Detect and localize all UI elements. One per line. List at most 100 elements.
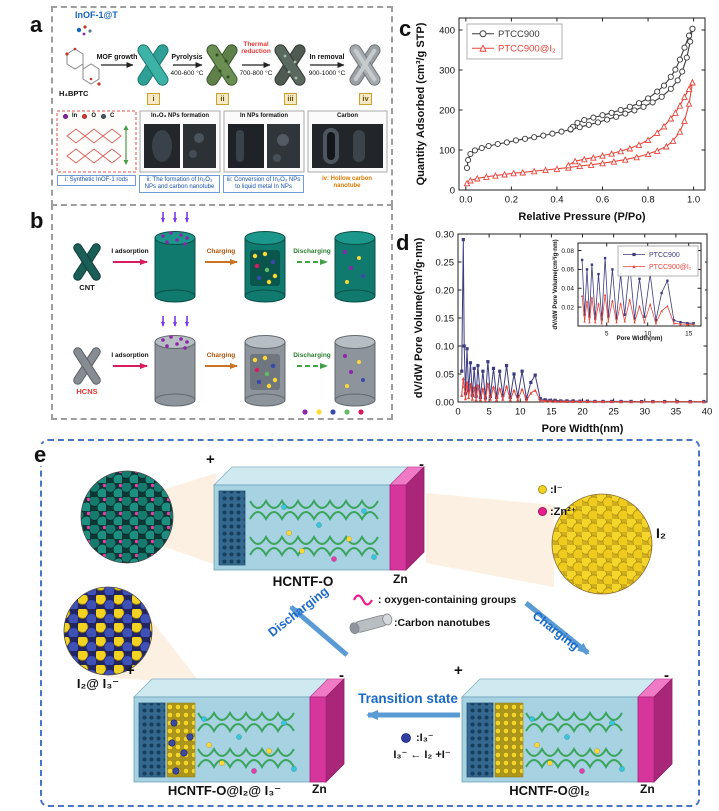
top-cell-name: HCNTF-O [272,574,334,589]
bottom-left-cell-electrode: Zn [312,782,327,796]
iodide-dot-icon [538,485,547,494]
step-label-thermal-reduction: Thermal reduction [241,41,271,56]
atom-legend-in: In [72,113,78,119]
svg-text:0.10: 0.10 [436,341,455,352]
panel-a-illustration [56,25,388,173]
chart-svg-pore-size-distribution-inset: 5 10 15 0.02 0.04 0.06 0.08 Pore Width(nm) dV/dW… [552,239,702,342]
material-label-cnt: CNT [79,283,95,292]
triiodide-dot-icon [401,733,411,743]
panel-a-label: a [27,14,46,36]
top-cell-minus: - [419,456,424,473]
material-label-hcns: HCNS [76,387,98,396]
svg-text:10: 10 [644,331,652,338]
panel-e: + - HCNTF-O Zn :I⁻ :Zn²⁺ I₂ Discharging … [40,439,700,807]
row2-step-discharging: Discharging [293,352,331,359]
svg-text:0.4: 0.4 [550,195,563,206]
svg-text:PTCC900: PTCC900 [649,252,680,259]
zoom-beam-right [426,493,554,587]
rod-stage-ii [206,44,238,86]
svg-text:400: 400 [439,25,455,36]
panel-a: InOF-1@T H₄BPTC MOF growth Pyrolysis 400… [51,6,393,206]
bottom-left-cell-name: HCNTF-O@I₂@ I₃⁻ [167,783,282,798]
formation-label-in: In NPs formation [239,113,288,119]
svg-text:300: 300 [439,65,455,76]
svg-text:0.02: 0.02 [561,304,574,311]
svg-text:0.0: 0.0 [459,195,472,206]
carbon-surface-zoom-circle [80,470,174,564]
bottom-right-cell-name: HCNTF-O@I₂ [509,783,590,798]
svg-text:0.00: 0.00 [436,397,455,408]
iodide-legend-label: :I⁻ [550,484,563,496]
svg-text:0.15: 0.15 [436,313,455,324]
svg-text:0.30: 0.30 [436,229,455,240]
hcns-row-illustration [73,347,101,385]
top-cell-plus: + [206,451,215,468]
svg-text:Quantity Adsorbed (cm³/g STP): Quantity Adsorbed (cm³/g STP) [415,22,427,185]
rod-stage-iii [274,44,306,86]
svg-text:0.20: 0.20 [436,285,455,296]
caption-stage-iii: iii: Conversion of In₂O₃ NPs to liquid m… [223,175,304,194]
iodine-zoom-label: I₂ [656,525,667,541]
top-cell-electrode: Zn [393,572,408,586]
oxygen-dot-icon [82,113,88,119]
svg-text:Pore Width(nm): Pore Width(nm) [616,335,662,342]
battery-cell-hcntf-o-i2-i3 [133,678,345,783]
svg-text:5: 5 [486,407,491,418]
svg-text:dV/dW Pore Volume(cm³/g·nm): dV/dW Pore Volume(cm³/g·nm) [413,237,425,398]
pore-size-distribution-inset-chart: 5 10 15 0.02 0.04 0.06 0.08 Pore Width(nm) dV/dW… [551,238,705,344]
panel-c-label: c [396,18,415,40]
svg-text:200: 200 [439,105,455,116]
carbon-dot-icon [101,113,107,119]
atom-legend: In O C [63,113,114,119]
product-name: InOF-1@T [75,10,118,20]
panel-d-label: d [393,232,413,254]
atom-legend-o: O [91,113,97,119]
bottom-left-cell-minus: - [339,667,344,684]
svg-text:15: 15 [685,331,693,338]
charging-arrow-icon [524,601,590,655]
iodide-legend: :I⁻ [538,483,563,496]
svg-text:0: 0 [455,407,460,418]
i2-i3-zoom-label: I₂@ I₃⁻ [76,676,120,691]
zinc-legend-label: :Zn²⁺ [550,506,577,518]
svg-text:PTCC900@I₂: PTCC900@I₂ [649,264,692,271]
panel-b: CNT HCNS I adsorption Charging Dischargi… [51,204,393,420]
svg-text:0.08: 0.08 [561,248,574,255]
mof-cluster-icon [76,25,92,36]
precursor-name: H₄BPTC [59,89,89,98]
panel-e-illustration [63,466,673,783]
svg-text:25: 25 [608,407,619,418]
svg-text:20: 20 [577,407,588,418]
row2-step-charging: Charging [206,352,236,359]
svg-text:PTCC900: PTCC900 [498,29,540,40]
svg-text:0.04: 0.04 [561,286,574,293]
svg-text:15: 15 [546,407,557,418]
formation-label-in2o3: In₂O₃ NPs formation [150,113,210,119]
svg-text:1.0: 1.0 [687,195,700,206]
i2-i3-zoom-circle [63,586,153,676]
indium-dot-icon [63,113,68,119]
c-axis-arrow-icon [123,125,129,165]
bottom-left-cell-plus: + [126,662,135,679]
caption-stage-i: i: Synthetic InOF-1 rods [57,175,136,187]
step-label-pyrolysis: Pyrolysis [171,54,203,61]
panel-b-illustration [73,212,376,415]
svg-text:0.06: 0.06 [561,267,574,274]
svg-text:10: 10 [515,407,526,418]
atom-legend-c: C [110,113,115,119]
svg-text:0.05: 0.05 [436,369,455,380]
rod-stage-i [137,44,169,86]
row1-step-charging: Charging [206,248,236,255]
row1-step-discharging: Discharging [293,248,331,255]
svg-text:dV/dW Pore Volume(cm³/g·nm): dV/dW Pore Volume(cm³/g·nm) [552,239,559,329]
caption-stage-ii: ii: The formation of In₂O₃ NPs and carbo… [139,175,220,194]
rod-stage-iv [349,44,381,86]
stage-badge-iv: iv [359,93,372,105]
transition-state-label: Transition state [358,691,458,706]
svg-text:0.25: 0.25 [436,257,455,268]
nitrogen-isotherm-chart: 0.0 0.2 0.4 0.6 0.8 1.0 0 100 200 300 400 Relative … [412,10,715,224]
formation-label-carbon: Carbon [337,113,358,119]
carbon-nanotubes-legend-label: :Carbon nanotubes [394,617,491,629]
step-label-in-removal: In removal [309,54,345,61]
